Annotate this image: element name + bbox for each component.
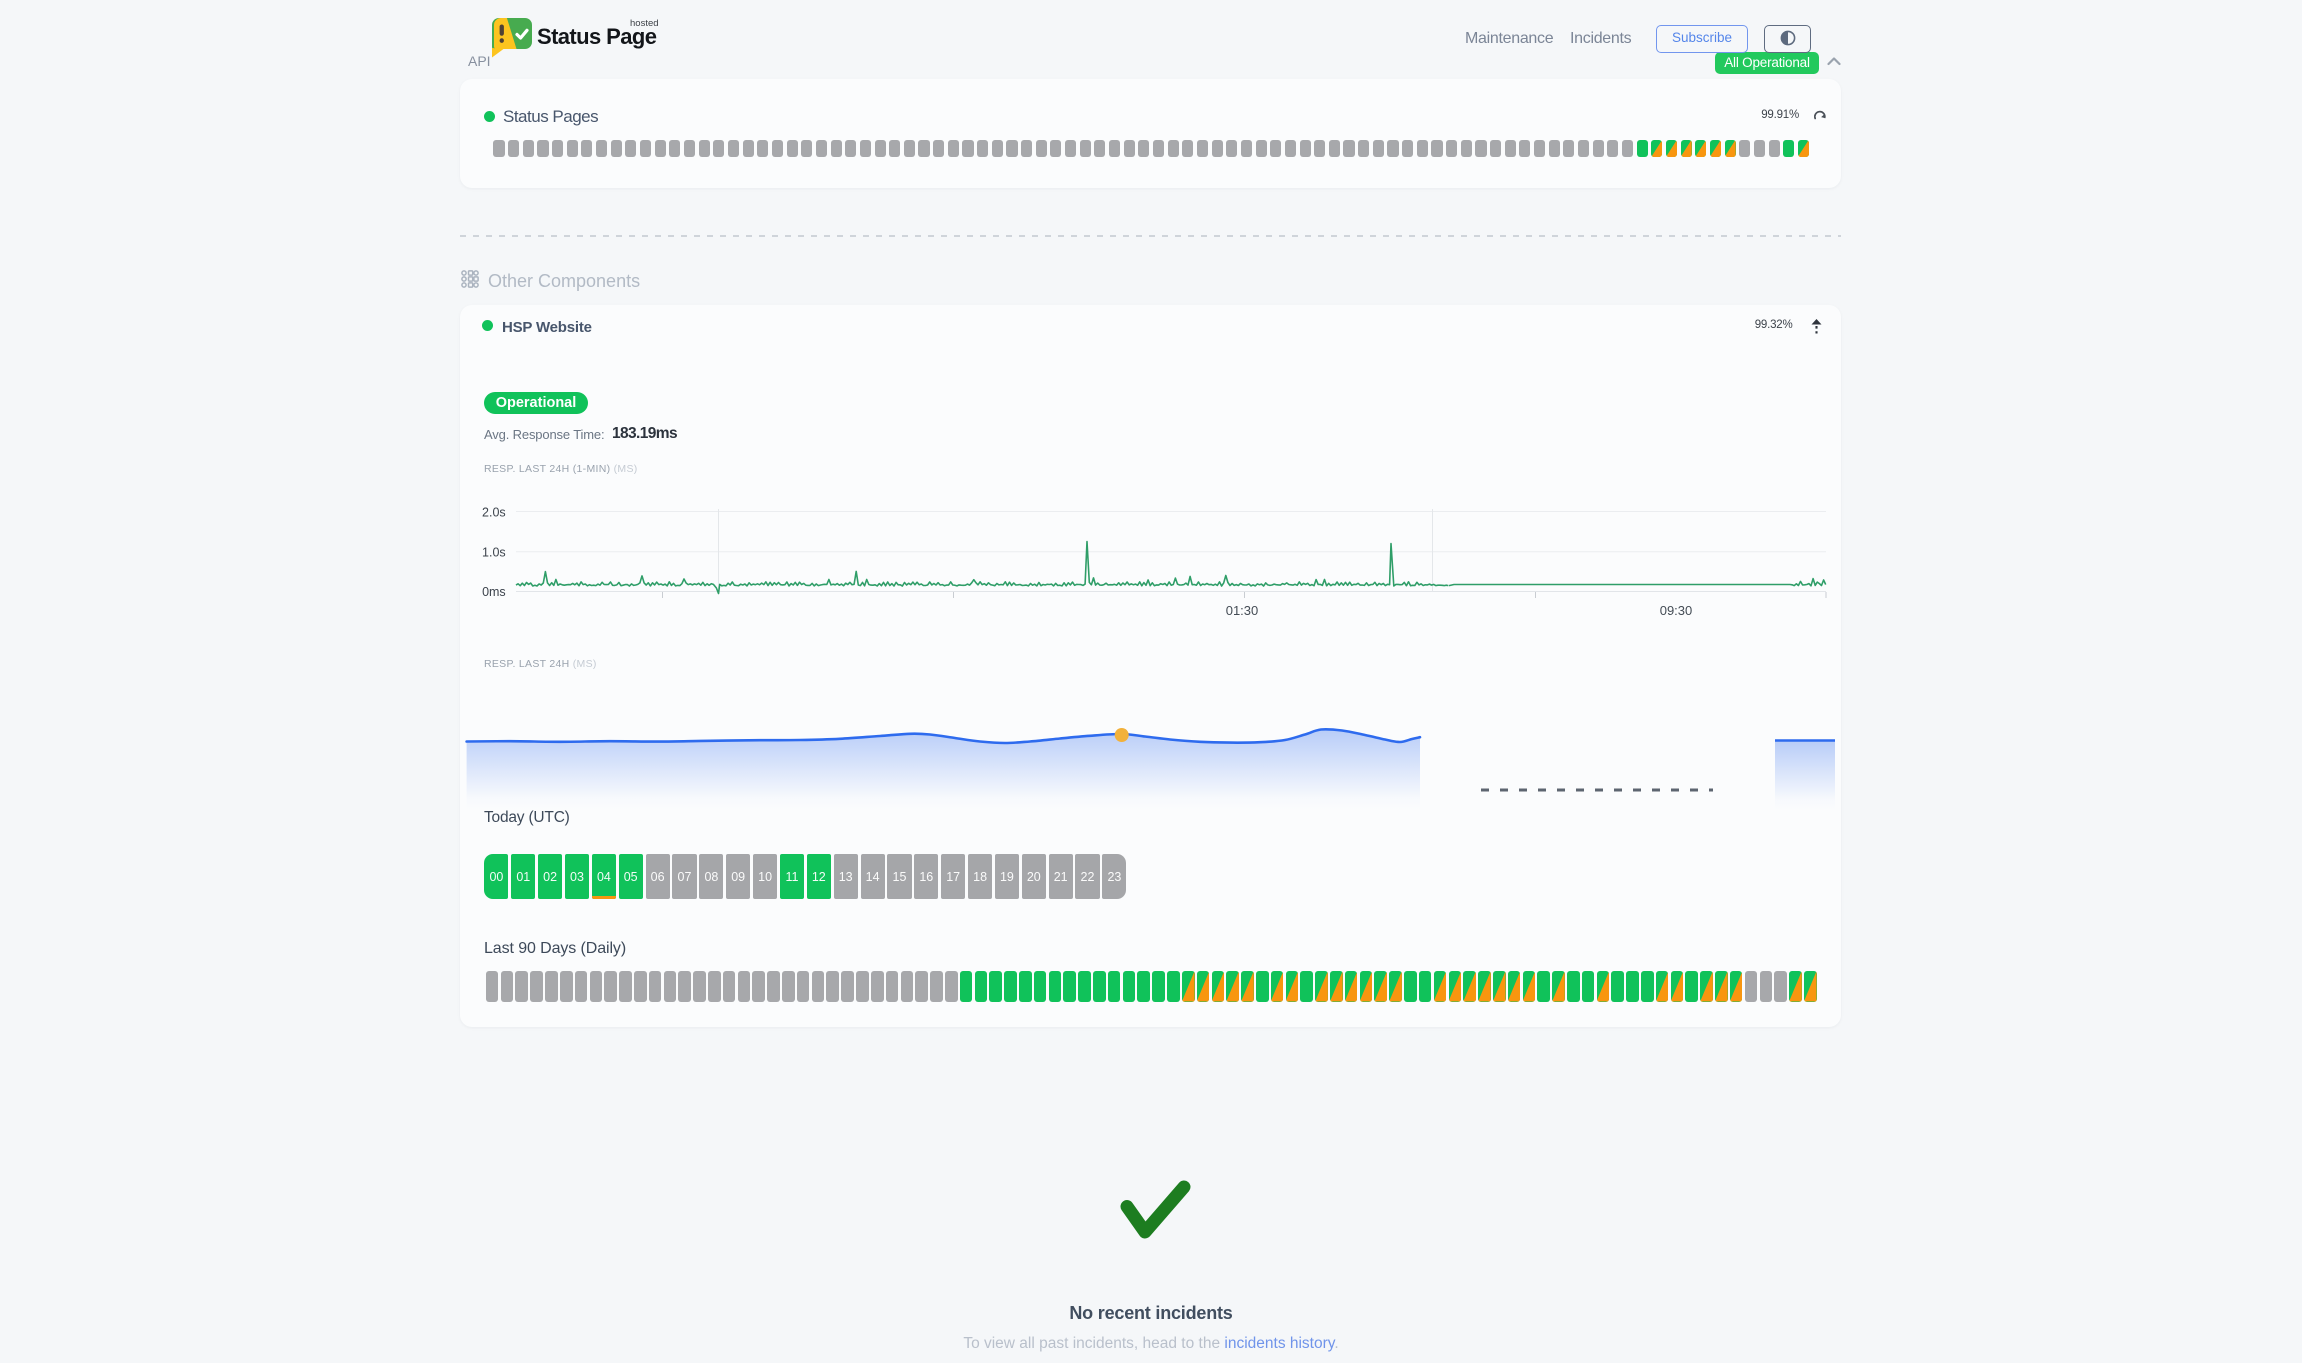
svg-text:0ms: 0ms [482,585,506,599]
svg-text:1.0s: 1.0s [482,545,506,559]
svg-text:01:30: 01:30 [1226,603,1259,618]
svg-text:2.0s: 2.0s [482,506,506,520]
svg-text:09:30: 09:30 [1660,603,1693,618]
